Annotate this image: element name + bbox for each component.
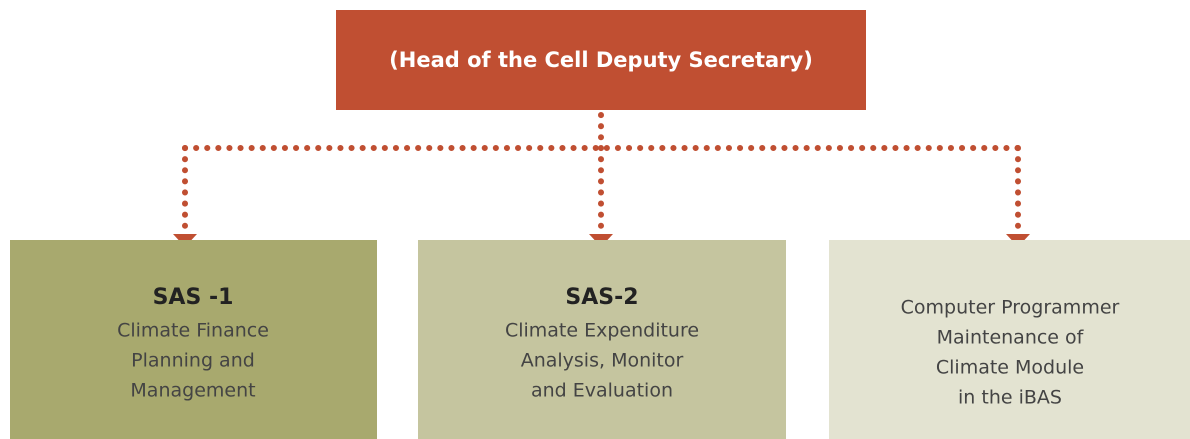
- node-line: Planning and: [131, 350, 255, 372]
- head-title: (Head of the Cell Deputy Secretary): [389, 48, 813, 72]
- node-line: Maintenance of: [937, 327, 1085, 349]
- node-line: in the iBAS: [958, 387, 1062, 409]
- node-line: Analysis, Monitor: [521, 350, 684, 372]
- node-line: Climate Finance: [117, 320, 269, 342]
- node-box: [10, 240, 377, 439]
- connectors: [173, 112, 1030, 247]
- node-title: SAS -1: [153, 285, 234, 310]
- head-box: [336, 10, 866, 110]
- node-box: [418, 240, 786, 439]
- node-title: SAS-2: [565, 285, 638, 310]
- node-line: Climate Module: [936, 357, 1084, 379]
- node-line: Computer Programmer: [901, 297, 1120, 319]
- node-line: and Evaluation: [531, 380, 673, 402]
- node-line: Management: [130, 380, 255, 402]
- node-box: [829, 240, 1190, 439]
- node-line: Climate Expenditure: [505, 320, 699, 342]
